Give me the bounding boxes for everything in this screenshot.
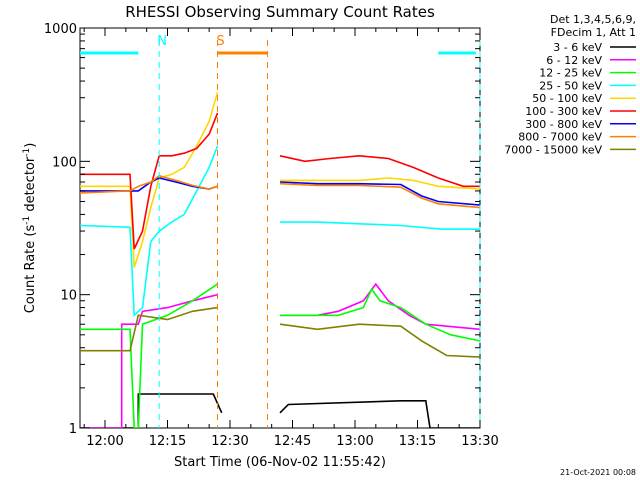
y-tick-label-0: 1	[69, 422, 77, 437]
legend-entry-1: 6 - 12 keV	[546, 54, 602, 67]
legend-header-2: FDecim 1, Att 1	[551, 26, 636, 39]
x-tick-label-5: 13:15	[399, 434, 436, 449]
series-line-1-1	[280, 282, 480, 331]
x-tick-label-6: 13:30	[461, 434, 498, 449]
timestamp: 21-Oct-2021 00:08	[560, 468, 636, 477]
legend-entry-2: 12 - 25 keV	[539, 67, 602, 80]
x-axis: 12:00 12:15 12:30 12:45 13:00 13:15 13:30	[83, 28, 499, 449]
x-tick-label-2: 12:30	[211, 434, 248, 449]
chart-title: RHESSI Observing Summary Count Rates	[125, 3, 435, 21]
flag-label-S: S	[216, 34, 224, 49]
series-layer	[80, 91, 480, 428]
legend-header-1: Det 1,3,4,5,6,9,	[550, 13, 636, 26]
flag-label-N: N	[157, 34, 167, 49]
series-line-3-0	[80, 145, 219, 318]
y-tick-label-2: 100	[52, 155, 77, 170]
legend: Det 1,3,4,5,6,9, FDecim 1, Att 1 3 - 6 k…	[504, 13, 636, 156]
x-tick-label-0: 12:00	[86, 434, 123, 449]
series-line-2-1	[280, 287, 480, 342]
series-line-5-0	[80, 112, 219, 250]
legend-entry-3: 25 - 50 keV	[539, 79, 602, 92]
y-label-part1: Count Rate (s	[23, 225, 38, 314]
series-line-6-1	[279, 181, 480, 206]
legend-entry-4: 50 - 100 keV	[532, 92, 602, 105]
legend-entry-5: 100 - 300 keV	[525, 105, 602, 118]
y-axis-label: Count Rate (s-1 detector-1)	[22, 143, 38, 314]
y-tick-label-1: 10	[60, 289, 77, 304]
legend-entry-6: 300 - 800 keV	[525, 118, 602, 131]
x-tick-label-1: 12:15	[149, 434, 186, 449]
y-axis: 1 10 100 1000	[44, 22, 480, 437]
series-line-4-1	[280, 177, 480, 190]
series-line-3-1	[280, 221, 480, 230]
legend-entry-8: 7000 - 15000 keV	[504, 143, 602, 156]
y-tick-label-3: 1000	[44, 22, 77, 37]
series-line-8-0	[80, 306, 218, 352]
y-label-part2: detector	[23, 156, 38, 216]
legend-entry-7: 800 - 7000 keV	[518, 131, 602, 144]
legend-entry-0: 3 - 6 keV	[553, 41, 602, 54]
y-label-sup2: -1	[22, 148, 32, 157]
y-label-sup1: -1	[22, 216, 32, 225]
series-line-7-1	[279, 182, 480, 209]
y-label-part3: )	[23, 143, 38, 148]
series-line-8-1	[279, 323, 480, 358]
series-line-4-0	[80, 91, 219, 268]
x-axis-label: Start Time (06-Nov-02 11:55:42)	[174, 455, 386, 470]
x-tick-label-4: 13:00	[336, 434, 373, 449]
series-line-2-0	[80, 283, 218, 428]
series-line-1-0	[80, 293, 218, 428]
series-line-0-0	[80, 393, 223, 428]
series-line-0-1	[279, 400, 480, 428]
x-tick-label-3: 12:45	[274, 434, 311, 449]
series-line-5-1	[279, 154, 480, 188]
